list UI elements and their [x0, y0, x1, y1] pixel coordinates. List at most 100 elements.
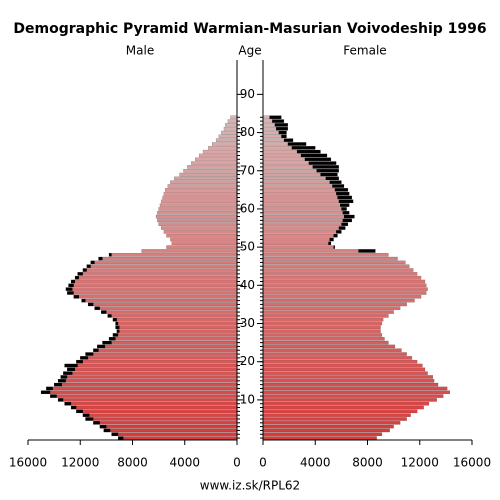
bar — [161, 199, 238, 204]
bar — [157, 210, 238, 215]
excess — [98, 256, 103, 261]
excess — [291, 146, 316, 150]
bar — [107, 314, 238, 318]
excess — [358, 249, 376, 253]
bar — [221, 130, 238, 135]
x-tick-label: 16000 — [9, 456, 47, 470]
bar — [82, 413, 238, 417]
x-tick-label: 4000 — [300, 456, 331, 470]
excess — [67, 367, 76, 371]
bar — [57, 378, 238, 383]
bar — [262, 356, 413, 360]
x-tick-label: 16000 — [453, 456, 491, 470]
bar — [171, 241, 238, 246]
excess — [300, 153, 328, 158]
bar — [40, 390, 238, 395]
bar — [163, 230, 238, 234]
excess — [54, 383, 62, 387]
bar — [262, 207, 347, 211]
bar — [215, 138, 238, 143]
excess — [41, 390, 51, 394]
bar — [46, 386, 238, 391]
excess — [58, 398, 64, 402]
excess — [336, 230, 342, 234]
bar — [262, 352, 407, 356]
excess — [343, 214, 355, 219]
bar — [170, 180, 238, 185]
bar — [108, 336, 238, 341]
excess — [308, 161, 337, 165]
bar — [262, 275, 422, 280]
bar — [81, 298, 238, 303]
bar — [262, 245, 336, 249]
excess — [65, 287, 73, 291]
age-tick-label: 80 — [240, 125, 255, 139]
left-label: Male — [126, 44, 154, 58]
center-label: Age — [238, 44, 261, 58]
x-tick-label: 0 — [233, 456, 241, 470]
bar — [262, 302, 407, 307]
bar — [262, 230, 342, 234]
excess — [68, 283, 74, 287]
bar — [162, 195, 238, 200]
excess — [77, 272, 83, 276]
excess — [64, 363, 78, 368]
excess — [103, 428, 111, 433]
bar — [76, 359, 238, 364]
bar — [93, 348, 238, 353]
bar — [198, 153, 238, 158]
bar — [82, 268, 238, 272]
excess — [320, 172, 338, 177]
bar — [70, 405, 238, 410]
excess — [93, 348, 99, 352]
excess — [296, 150, 321, 154]
bar — [262, 214, 355, 219]
footer: www.iz.sk/RPL62 — [200, 479, 300, 493]
bar — [262, 264, 410, 269]
bar — [262, 310, 394, 314]
excess — [97, 344, 106, 349]
bar — [161, 226, 238, 230]
excess — [304, 157, 331, 161]
bar — [262, 291, 427, 295]
age-tick-label: 40 — [240, 278, 255, 292]
bar — [262, 371, 428, 375]
bar — [115, 325, 238, 330]
excess — [112, 318, 117, 322]
bar — [262, 340, 389, 345]
bar — [262, 386, 448, 391]
bar — [100, 310, 238, 314]
bar — [262, 210, 350, 215]
bar — [262, 394, 444, 398]
bar — [157, 218, 238, 223]
bar — [225, 123, 238, 127]
excess — [107, 314, 112, 318]
bar — [262, 314, 389, 318]
bar — [141, 249, 238, 253]
bar — [262, 260, 406, 265]
bar — [262, 325, 381, 330]
bar — [103, 428, 238, 433]
x-tick-label: 12000 — [61, 456, 99, 470]
excess — [88, 302, 94, 307]
excess — [342, 211, 350, 215]
bar — [262, 348, 402, 353]
excess — [332, 184, 344, 188]
bar — [93, 421, 238, 425]
excess — [82, 413, 90, 417]
bar — [262, 432, 383, 437]
bar — [227, 119, 238, 123]
bar — [85, 352, 238, 356]
bar — [167, 184, 238, 188]
bar — [262, 409, 418, 414]
excess — [71, 405, 77, 410]
x-tick-label: 0 — [259, 456, 267, 470]
excess — [93, 421, 100, 425]
bar — [262, 184, 345, 188]
excess — [99, 425, 107, 429]
bar — [262, 298, 415, 303]
bar — [262, 375, 434, 379]
excess — [67, 291, 74, 295]
excess — [338, 226, 346, 230]
excess — [101, 310, 107, 314]
